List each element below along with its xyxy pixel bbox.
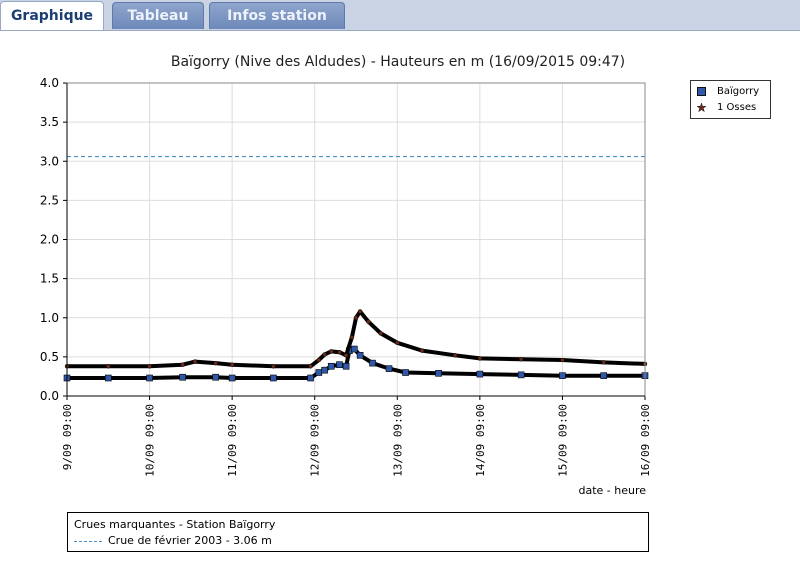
point-osses	[229, 362, 235, 367]
point-osses	[337, 349, 342, 355]
x-tick-label: 10/09 09:00	[144, 404, 157, 477]
point-baigorry	[179, 373, 186, 381]
point-osses	[343, 353, 349, 358]
point-baigorry	[517, 371, 525, 379]
point-osses	[518, 356, 524, 362]
point-baigorry	[476, 370, 484, 378]
x-tick-label: 16/09 09:00	[639, 404, 652, 477]
legend-marker-osses	[697, 103, 706, 112]
point-baigorry	[342, 362, 350, 370]
point-osses	[366, 319, 371, 324]
point-baigorry	[327, 362, 335, 370]
point-osses	[180, 362, 185, 367]
point-osses	[395, 340, 400, 346]
point-osses	[477, 356, 483, 361]
point-osses	[328, 349, 334, 354]
crues-marquantes-box: Crues marquantes - Station Baïgorry Crue…	[67, 512, 649, 552]
y-tick-label: 3.5	[40, 115, 59, 129]
point-baigorry	[146, 374, 153, 382]
x-tick-label: 15/09 09:00	[556, 404, 569, 477]
point-baigorry	[559, 372, 566, 379]
point-osses	[213, 360, 218, 366]
chart-axes	[63, 82, 646, 400]
chart-title: Baïgorry (Nive des Aldudes) - Hauteurs e…	[171, 54, 625, 70]
point-osses	[452, 353, 458, 358]
y-tick-label: 4.0	[40, 76, 59, 90]
point-baigorry	[369, 359, 376, 367]
point-osses	[322, 352, 327, 357]
x-tick-label: 12/09 09:00	[309, 404, 322, 477]
legend: Baïgorry 1 Osses	[690, 80, 771, 119]
crues-marquantes-item: Crue de février 2003 - 3.06 m	[74, 534, 272, 547]
point-baigorry	[336, 361, 343, 369]
y-tick-label: 2.0	[40, 233, 59, 247]
point-baigorry	[402, 369, 409, 376]
point-osses	[353, 315, 359, 320]
point-osses	[308, 364, 313, 369]
point-osses	[601, 360, 606, 365]
point-baigorry	[307, 374, 314, 382]
point-osses	[147, 364, 152, 369]
point-osses	[560, 357, 565, 363]
dashed-line-swatch	[74, 540, 102, 542]
point-baigorry	[435, 370, 442, 377]
point-osses	[192, 359, 198, 364]
point-baigorry	[351, 345, 358, 353]
crues-item-label: Crue de février 2003 - 3.06 m	[108, 534, 272, 547]
x-tick-labels: 9/09 09:00 10/09 09:00 11/09 09:00 12/09 09…	[61, 404, 652, 477]
tab-graphique[interactable]: Graphique	[0, 1, 104, 30]
point-baigorry	[228, 374, 236, 382]
y-tick-label: 3.0	[40, 154, 59, 168]
tab-infos-station[interactable]: Infos station	[209, 2, 345, 29]
point-osses	[357, 309, 363, 314]
y-tick-label: 0.5	[40, 350, 59, 364]
tab-bar: Graphique Tableau Infos station	[0, 0, 800, 31]
point-baigorry	[600, 372, 608, 379]
point-baigorry	[212, 373, 219, 381]
point-osses	[419, 348, 425, 353]
point-osses	[271, 364, 276, 369]
point-baigorry	[270, 374, 277, 382]
y-tick-label: 1.5	[40, 272, 59, 286]
point-baigorry	[385, 365, 393, 372]
point-osses	[378, 331, 384, 336]
point-osses	[349, 335, 355, 340]
x-tick-label: 11/09 09:00	[226, 404, 239, 477]
point-osses	[106, 364, 111, 369]
y-tick-label: 0.0	[40, 389, 59, 403]
point-osses	[316, 357, 322, 363]
y-tick-labels: 0.0 0.5 1.0 1.5 2.0 2.5 3.0 3.5 4.0	[40, 76, 59, 403]
x-tick-label: 13/09 09:00	[391, 404, 404, 477]
point-baigorry	[104, 374, 112, 382]
y-tick-label: 2.5	[40, 193, 59, 207]
legend-marker-baigorry	[697, 87, 706, 96]
tab-tableau[interactable]: Tableau	[112, 2, 204, 29]
chart-area: Baïgorry (Nive des Aldudes) - Hauteurs e…	[40, 54, 652, 497]
point-baigorry	[356, 352, 364, 359]
x-axis-label: date - heure	[578, 484, 646, 497]
x-tick-label: 9/09 09:00	[61, 404, 74, 470]
point-baigorry	[321, 366, 328, 374]
x-tick-label: 14/09 09:00	[474, 404, 487, 477]
point-baigorry	[315, 369, 323, 376]
legend-entry-osses: 1 Osses	[717, 102, 757, 113]
crues-marquantes-title: Crues marquantes - Station Baïgorry	[74, 518, 276, 531]
y-tick-label: 1.0	[40, 311, 59, 325]
legend-entry-baigorry: Baïgorry	[717, 86, 760, 97]
